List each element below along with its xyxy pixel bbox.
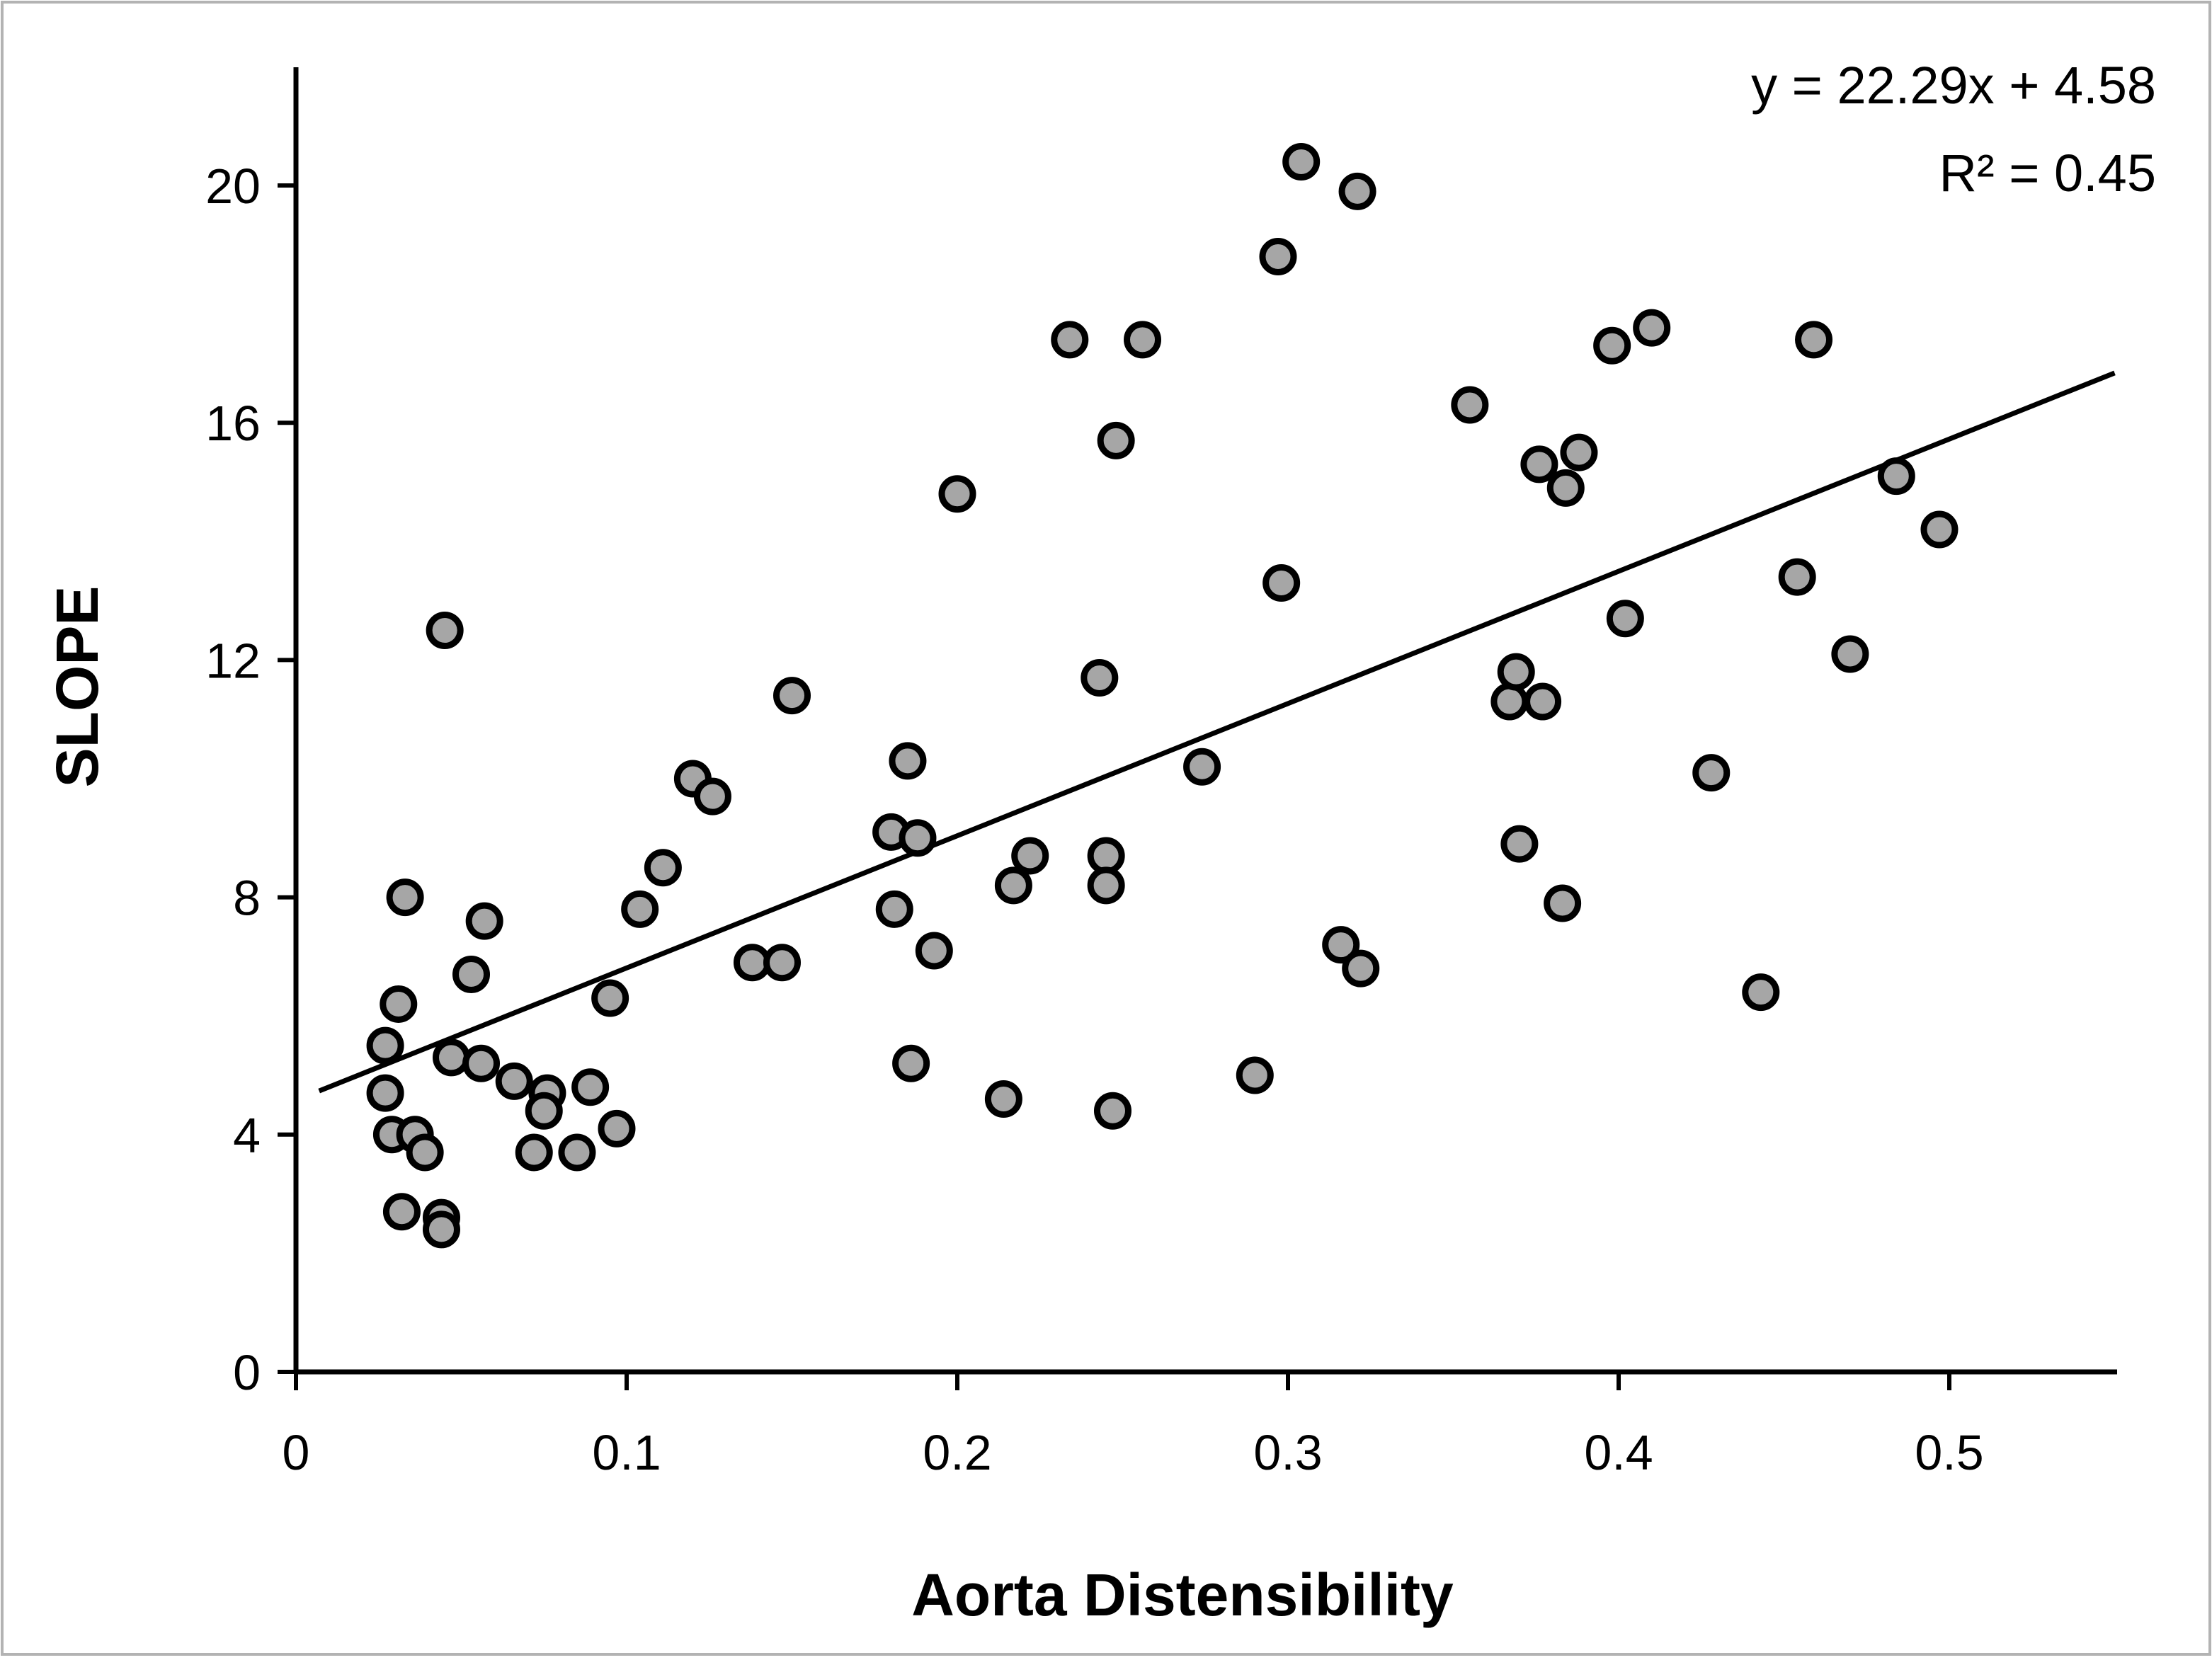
trendline — [318, 370, 2116, 1094]
data-point — [1497, 653, 1535, 691]
data-point — [763, 944, 801, 982]
x-axis-title: Aorta Distensibility — [911, 1562, 1454, 1628]
data-point — [1282, 142, 1321, 181]
data-point — [525, 1092, 563, 1130]
data-point — [558, 1133, 596, 1172]
data-point — [1500, 825, 1539, 863]
data-point — [1011, 837, 1049, 875]
data-point — [1692, 754, 1731, 792]
data-point — [1831, 635, 1869, 673]
data-point — [644, 849, 682, 887]
data-point — [452, 956, 491, 994]
data-point — [1560, 433, 1598, 471]
data-point — [1524, 682, 1562, 721]
data-point — [515, 1133, 553, 1172]
x-axis-ticks: 0 0.1 0.2 0.3 0.4 0.5 — [283, 1372, 1984, 1480]
data-point — [1322, 926, 1360, 964]
data-point — [495, 1062, 533, 1100]
data-point — [422, 1210, 460, 1249]
data-point — [1081, 659, 1119, 697]
r-squared-label: R² = 0.45 — [1939, 144, 2156, 202]
data-point — [1520, 445, 1558, 483]
data-point — [1097, 421, 1135, 459]
data-point — [1544, 884, 1582, 922]
data-point — [1778, 558, 1816, 596]
x-tick-label: 0.5 — [1915, 1425, 1983, 1480]
data-point — [892, 1044, 930, 1082]
y-axis-ticks: 0 4 8 12 16 20 — [205, 159, 296, 1400]
data-points — [366, 142, 1959, 1249]
data-point — [1877, 457, 1915, 496]
data-point — [984, 1080, 1022, 1118]
data-point — [1051, 321, 1089, 359]
y-axis-title: SLOPE — [44, 586, 110, 788]
x-tick-label: 0.4 — [1584, 1425, 1653, 1480]
data-point — [598, 1109, 636, 1147]
data-point — [693, 777, 731, 815]
y-tick-label: 12 — [205, 633, 261, 688]
data-point — [386, 878, 424, 917]
data-point — [1087, 866, 1125, 905]
data-point — [382, 1193, 421, 1231]
data-point — [1093, 1092, 1131, 1130]
data-point — [733, 944, 771, 982]
data-point — [915, 932, 953, 970]
data-point — [591, 979, 629, 1017]
data-point — [994, 866, 1032, 905]
x-tick-label: 0 — [283, 1425, 310, 1480]
data-point — [571, 1068, 610, 1106]
data-point — [938, 475, 976, 513]
data-point — [1338, 172, 1376, 210]
y-tick-label: 0 — [233, 1345, 261, 1400]
data-point — [406, 1133, 444, 1172]
data-point — [1742, 973, 1780, 1012]
data-point — [1490, 682, 1529, 721]
data-point — [465, 902, 503, 940]
y-tick-label: 20 — [205, 159, 261, 214]
y-tick-label: 4 — [233, 1108, 261, 1163]
data-point — [462, 1044, 501, 1082]
data-point — [1259, 238, 1297, 276]
data-point — [366, 1074, 404, 1112]
data-point — [426, 612, 464, 649]
data-point — [621, 890, 659, 928]
x-tick-label: 0.1 — [592, 1425, 661, 1480]
y-tick-label: 16 — [205, 396, 261, 451]
data-point — [1606, 600, 1644, 638]
data-point — [380, 985, 418, 1023]
data-point — [1795, 321, 1833, 359]
data-point — [1920, 510, 1959, 549]
data-point — [1546, 469, 1585, 507]
data-point — [899, 819, 937, 857]
data-point — [1262, 563, 1301, 602]
trendline-equation: y = 22.29x + 4.58 — [1751, 56, 2156, 115]
data-point — [1236, 1056, 1274, 1094]
x-tick-label: 0.2 — [923, 1425, 991, 1480]
data-point — [1124, 321, 1162, 359]
data-point — [432, 1038, 470, 1077]
data-point — [875, 890, 913, 928]
data-point — [366, 1026, 404, 1065]
data-point — [1633, 309, 1671, 347]
y-tick-label: 8 — [233, 871, 261, 926]
data-point — [1342, 949, 1380, 988]
data-point — [1593, 326, 1631, 365]
x-tick-label: 0.3 — [1253, 1425, 1322, 1480]
data-point — [889, 742, 927, 780]
data-point — [1451, 386, 1489, 424]
data-point — [773, 677, 811, 715]
data-point — [1183, 748, 1221, 786]
